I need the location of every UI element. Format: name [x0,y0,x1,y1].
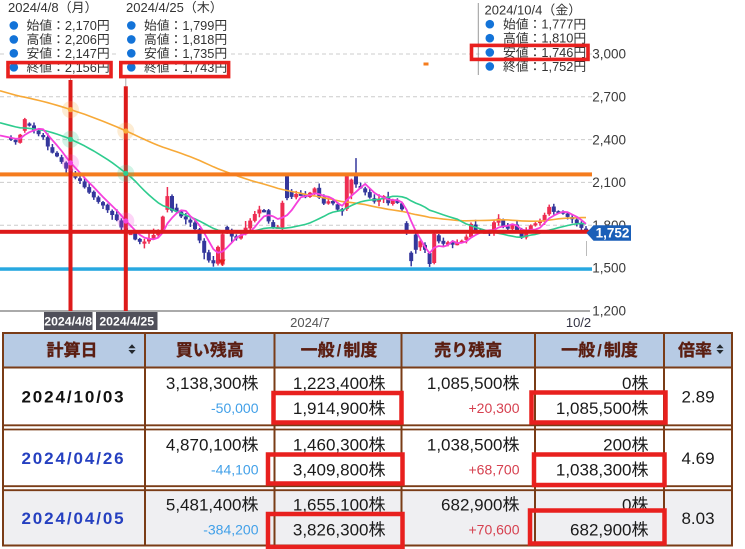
svg-text:2,700: 2,700 [592,90,626,105]
svg-text:1,038,300: 1,038,300 [556,461,632,480]
svg-text:1,777: 1,777 [541,17,573,32]
svg-text:+68,700: +68,700 [469,462,520,478]
svg-text:1,038,500: 1,038,500 [427,436,503,455]
svg-text:2,147: 2,147 [65,46,97,61]
svg-text:2024/7: 2024/7 [290,315,330,330]
svg-text:+70,600: +70,600 [469,521,520,537]
svg-text:1,500: 1,500 [592,261,626,276]
svg-text:2024/04/05: 2024/04/05 [21,509,125,528]
svg-text:2,206: 2,206 [65,32,97,47]
svg-text:5,481,400: 5,481,400 [166,495,242,514]
svg-text:3,138,300: 3,138,300 [166,374,242,393]
svg-text:1,460,300: 1,460,300 [293,436,369,455]
svg-text:2,100: 2,100 [592,175,626,190]
svg-text:2024/10/4: 2024/10/4 [485,3,543,18]
svg-text:1,799: 1,799 [182,18,214,33]
svg-text:2024/10/03: 2024/10/03 [21,388,125,407]
svg-text:1,223,400: 1,223,400 [293,374,369,393]
svg-text:1,818: 1,818 [182,32,214,47]
svg-text:2,400: 2,400 [592,132,626,147]
svg-text:1,735: 1,735 [182,46,214,61]
svg-text:0: 0 [622,374,631,393]
svg-text:2,170: 2,170 [65,18,97,33]
svg-text:10/2: 10/2 [566,315,591,330]
svg-text:2024/4/25: 2024/4/25 [126,0,184,15]
svg-text:+20,300: +20,300 [469,400,520,416]
svg-text:2024/4/25: 2024/4/25 [99,315,154,329]
svg-text:-44,100: -44,100 [211,462,259,478]
svg-text:2.89: 2.89 [681,388,714,407]
svg-text:3,826,300: 3,826,300 [293,520,369,539]
svg-text:1,752: 1,752 [541,59,573,74]
svg-text:3,409,800: 3,409,800 [293,461,369,480]
svg-text:4,870,100: 4,870,100 [166,436,242,455]
svg-text:/: / [597,341,602,360]
svg-text:1,200: 1,200 [592,304,626,319]
svg-text:0: 0 [622,495,631,514]
svg-text:2024/4/8: 2024/4/8 [44,315,92,329]
svg-text:1,085,500: 1,085,500 [427,374,503,393]
svg-text:-384,200: -384,200 [203,521,258,537]
svg-text:1,914,900: 1,914,900 [293,399,369,418]
svg-text:682,900: 682,900 [441,495,502,514]
svg-text:1,746: 1,746 [541,45,573,60]
svg-text:4.69: 4.69 [681,449,714,468]
svg-text:1,752: 1,752 [596,226,630,241]
svg-text:1,085,500: 1,085,500 [556,399,632,418]
svg-text:3,000: 3,000 [592,47,626,62]
svg-text:/: / [337,341,342,360]
svg-text:8.03: 8.03 [681,509,714,528]
svg-text:2024/04/26: 2024/04/26 [21,449,125,468]
svg-text:1,810: 1,810 [541,31,573,46]
svg-text:2024/4/8: 2024/4/8 [8,0,59,15]
svg-text:682,900: 682,900 [570,520,631,539]
svg-text:-50,000: -50,000 [211,400,259,416]
svg-text:200: 200 [603,436,631,455]
svg-text:1,655,100: 1,655,100 [293,495,369,514]
